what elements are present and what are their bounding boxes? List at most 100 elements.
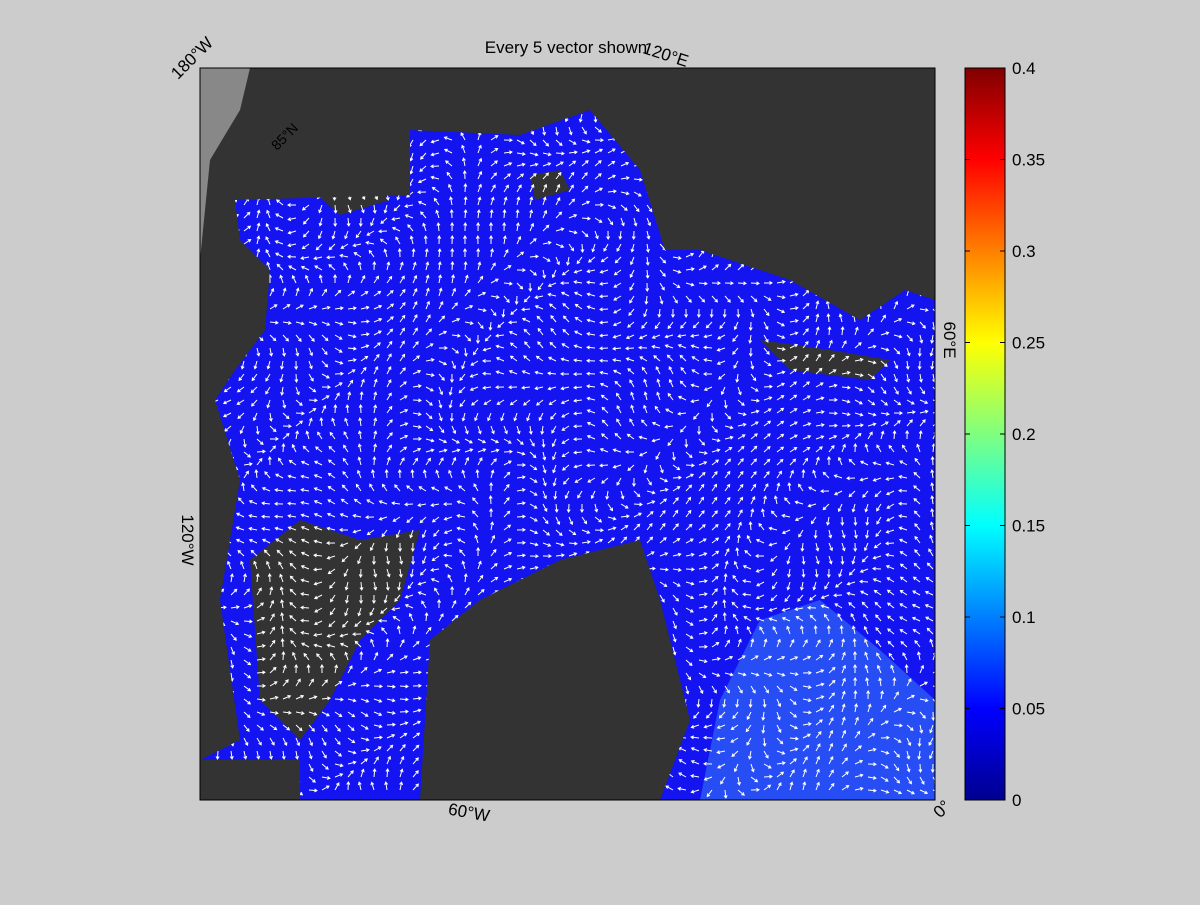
vector [243, 750, 248, 760]
vector [599, 307, 609, 312]
vector [469, 386, 479, 391]
vector [828, 369, 837, 375]
vector [876, 652, 882, 661]
vector [641, 366, 648, 375]
vector [386, 275, 393, 284]
vector [600, 394, 609, 401]
vector [290, 639, 297, 648]
vector [397, 248, 402, 258]
vector [620, 217, 625, 227]
vector [289, 575, 297, 583]
vector [574, 316, 583, 323]
vector [698, 295, 706, 303]
vector [529, 173, 537, 180]
vector [353, 498, 362, 505]
vector [256, 616, 266, 622]
vector [815, 410, 825, 414]
vector [463, 209, 468, 219]
vector [344, 230, 349, 240]
vector [659, 498, 668, 505]
vector [680, 321, 687, 329]
vector [888, 652, 895, 661]
vector [229, 750, 234, 760]
vector [808, 486, 817, 492]
vector [859, 568, 869, 573]
vector [899, 629, 908, 635]
vector [763, 373, 773, 378]
vector [789, 306, 799, 311]
vector [789, 656, 799, 661]
vector [412, 720, 422, 726]
vector [243, 573, 247, 583]
vector [665, 785, 674, 791]
vector [867, 422, 877, 427]
vector [503, 196, 508, 206]
vector [353, 252, 362, 258]
vector [450, 248, 455, 258]
vector [867, 328, 874, 336]
vector [711, 672, 721, 677]
vector [646, 230, 651, 240]
vector [421, 529, 427, 539]
vector [412, 398, 422, 403]
vector [516, 475, 526, 480]
vector [628, 308, 635, 316]
vector [386, 722, 396, 727]
vector [399, 275, 405, 284]
vector [243, 619, 253, 624]
vector [321, 305, 331, 310]
vector [685, 607, 694, 613]
vector [789, 319, 799, 323]
vector [625, 334, 635, 340]
vector [711, 600, 718, 609]
vector [461, 469, 466, 479]
vector [629, 269, 635, 279]
vector [475, 469, 480, 479]
vector [904, 664, 909, 674]
vector [291, 274, 297, 284]
vector [490, 262, 496, 271]
vector [451, 456, 457, 466]
vector [461, 560, 466, 570]
vector [737, 685, 743, 694]
vector [278, 457, 284, 466]
vector [261, 538, 271, 544]
vector [854, 759, 864, 765]
vector [386, 303, 395, 310]
vector [560, 291, 570, 297]
vector [287, 202, 297, 207]
vector [509, 355, 518, 362]
vector [473, 522, 479, 531]
vector [672, 464, 681, 471]
vector [368, 249, 375, 258]
vector [343, 444, 349, 453]
vector [755, 594, 765, 600]
vector [472, 510, 479, 518]
vector [893, 360, 899, 370]
vector [321, 776, 331, 780]
vector [555, 529, 563, 536]
vector [828, 444, 835, 453]
vector [586, 448, 596, 453]
vector [814, 568, 819, 578]
vector [612, 464, 622, 469]
vector [237, 549, 245, 557]
vector [417, 200, 427, 206]
vector [256, 724, 264, 731]
vector [566, 256, 570, 266]
vector [529, 542, 539, 547]
vector [448, 183, 453, 193]
vector [347, 750, 357, 755]
vector [731, 601, 739, 609]
vector [275, 538, 284, 544]
vector [490, 438, 500, 444]
vector [425, 300, 431, 310]
vector [789, 781, 794, 791]
vector [762, 737, 767, 747]
vector [711, 563, 720, 570]
vector [776, 737, 784, 745]
vector [828, 354, 835, 362]
vector [763, 458, 771, 466]
vector [549, 341, 557, 349]
vector [561, 269, 570, 276]
